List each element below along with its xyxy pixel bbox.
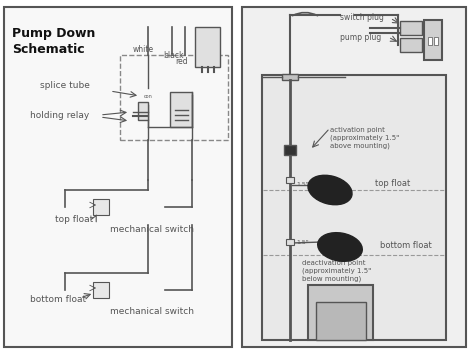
Ellipse shape [318,233,362,261]
Text: switch plug: switch plug [340,13,384,22]
Bar [120,55,228,140]
Text: 1.5": 1.5" [296,240,309,246]
Bar [308,285,373,340]
Bar [4,7,232,347]
Text: top float: top float [375,179,410,187]
Text: top float: top float [55,215,93,224]
Bar [263,260,446,340]
Text: pump plug: pump plug [340,33,381,42]
Bar [93,282,109,298]
Bar [400,38,422,52]
Text: mechanical switch: mechanical switch [110,307,194,317]
Bar [286,177,294,183]
Text: activation point
(approximately 1.5"
above mounting): activation point (approximately 1.5" abo… [330,127,399,149]
Ellipse shape [308,175,352,205]
FancyBboxPatch shape [45,267,155,313]
Bar [434,37,438,45]
Bar [242,7,466,347]
Bar [282,74,298,80]
Bar [263,190,446,340]
Bar [170,92,192,127]
Text: black: black [163,51,183,60]
FancyBboxPatch shape [45,184,155,230]
Text: 1.5": 1.5" [296,182,309,187]
Bar [428,37,432,45]
Text: bottom float: bottom float [30,295,86,305]
Text: deactivation point
(approximately 1.5"
below mounting): deactivation point (approximately 1.5" b… [302,260,371,282]
Bar [284,145,296,155]
Text: holding relay: holding relay [30,110,89,120]
Text: mechanical switch: mechanical switch [110,225,194,235]
Text: red: red [175,56,188,66]
Bar [424,20,442,60]
Bar [286,239,294,245]
Text: white: white [133,44,154,54]
Text: splice tube: splice tube [40,81,90,89]
Bar [138,102,148,120]
Text: con: con [144,94,152,99]
Bar [316,302,366,340]
Bar [262,75,446,340]
Text: bottom float: bottom float [380,240,432,250]
Text: Pump Down
Schematic: Pump Down Schematic [12,27,95,56]
Bar [400,21,422,35]
Bar [195,27,220,67]
Bar [93,199,109,215]
